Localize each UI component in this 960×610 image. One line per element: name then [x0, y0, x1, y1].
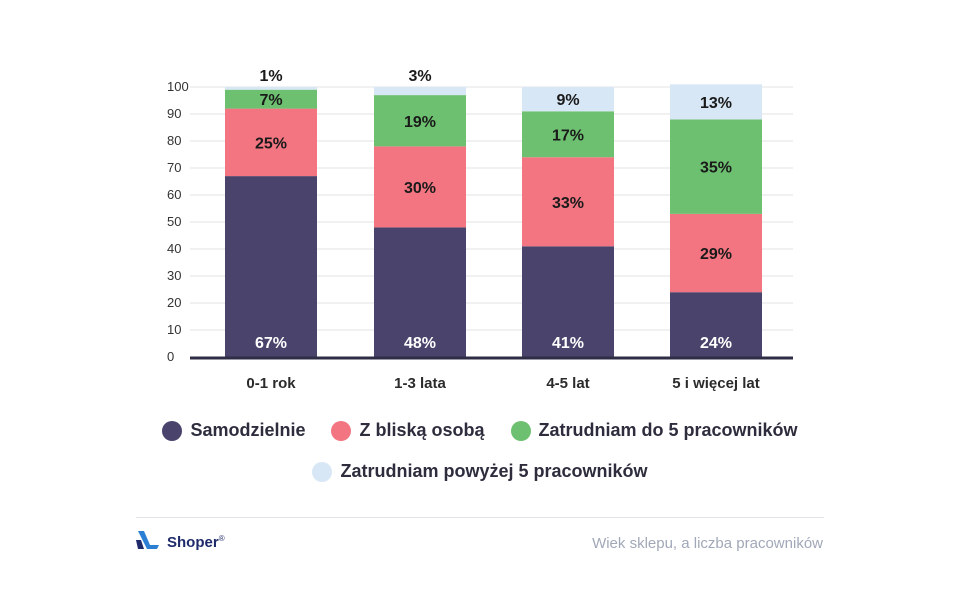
data-label: 9%: [556, 92, 579, 109]
legend-swatch: [162, 420, 183, 441]
data-label: 29%: [700, 246, 732, 263]
data-label: 30%: [404, 180, 436, 197]
bar-segment: [522, 246, 614, 357]
y-tick-label: 20: [167, 295, 181, 310]
x-tick-label: 4-5 lat: [546, 375, 589, 392]
x-tick-label: 5 i więcej lat: [672, 375, 760, 392]
shoper-logo-text: Shoper®: [167, 534, 225, 551]
data-label: 35%: [700, 160, 732, 177]
x-tick-label: 0-1 rok: [246, 375, 296, 392]
legend-swatch: [510, 420, 531, 441]
legend-label: Samodzielnie: [190, 420, 306, 440]
stacked-bar-chart: 0 10 20 30 40 50 60 70 80 90 100 67% 25% 7% 1% 0-1 rok 4…: [167, 68, 793, 392]
bar-segment: [225, 176, 317, 357]
bar-segment: [670, 292, 762, 357]
y-tick-label: 60: [167, 187, 181, 202]
y-tick-label: 40: [167, 241, 181, 256]
data-label: 17%: [552, 127, 584, 144]
legend-item-samodzielnie: Samodzielnie: [162, 420, 305, 441]
legend-item-z-bliska-osoba: Z bliską osobą: [331, 420, 485, 441]
bar-segment: [670, 119, 762, 214]
bar-segment: [225, 108, 317, 177]
data-label: 3%: [408, 68, 431, 85]
legend-label: Zatrudniam powyżej 5 pracowników: [340, 461, 648, 481]
footer-divider: [136, 517, 824, 518]
y-tick-label: 80: [167, 133, 181, 148]
data-label: 67%: [255, 335, 287, 352]
legend-label: Z bliską osobą: [359, 420, 485, 440]
bar-segment: [522, 111, 614, 158]
bar-segment: [374, 146, 466, 228]
data-label: 33%: [552, 195, 584, 212]
bar-segment: [374, 87, 466, 96]
shoper-logo-icon: [135, 528, 161, 557]
y-tick-label: 70: [167, 160, 181, 175]
legend-item-zatrudniam-powyzej-5: Zatrudniam powyżej 5 pracowników: [312, 461, 648, 482]
data-label: 13%: [700, 95, 732, 112]
legend-swatch: [331, 420, 352, 441]
bar-segment: [670, 84, 762, 120]
legend-item-zatrudniam-do-5: Zatrudniam do 5 pracowników: [510, 420, 798, 441]
bar-segment: [225, 89, 317, 109]
y-tick-label: 30: [167, 268, 181, 283]
legend-label: Zatrudniam do 5 pracowników: [538, 420, 798, 440]
bar-segment: [374, 227, 466, 357]
legend-row-1: Samodzielnie Z bliską osobą Zatrudniam d…: [0, 420, 960, 441]
bar-segment: [670, 213, 762, 293]
chart-caption: Wiek sklepu, a liczba pracowników: [592, 535, 823, 552]
data-label: 19%: [404, 114, 436, 131]
bar-segment: [374, 95, 466, 147]
data-label: 25%: [255, 135, 287, 152]
shoper-logo[interactable]: Shoper®: [135, 528, 225, 557]
y-tick-label: 50: [167, 214, 181, 229]
data-label: 24%: [700, 335, 732, 352]
y-tick-label: 90: [167, 106, 181, 121]
x-tick-label: 1-3 lata: [394, 375, 446, 392]
y-tick-label: 10: [167, 322, 181, 337]
bar-segment: [522, 87, 614, 112]
data-label: 41%: [552, 335, 584, 352]
data-label: 1%: [259, 68, 282, 85]
legend-row-2: Zatrudniam powyżej 5 pracowników: [0, 461, 960, 482]
bar-segment: [522, 157, 614, 247]
bar-segment: [225, 87, 317, 90]
data-label: 7%: [259, 92, 282, 109]
legend-swatch: [312, 461, 333, 482]
y-tick-label: 0: [167, 349, 174, 364]
y-tick-label: 100: [167, 79, 189, 94]
data-label: 48%: [404, 335, 436, 352]
